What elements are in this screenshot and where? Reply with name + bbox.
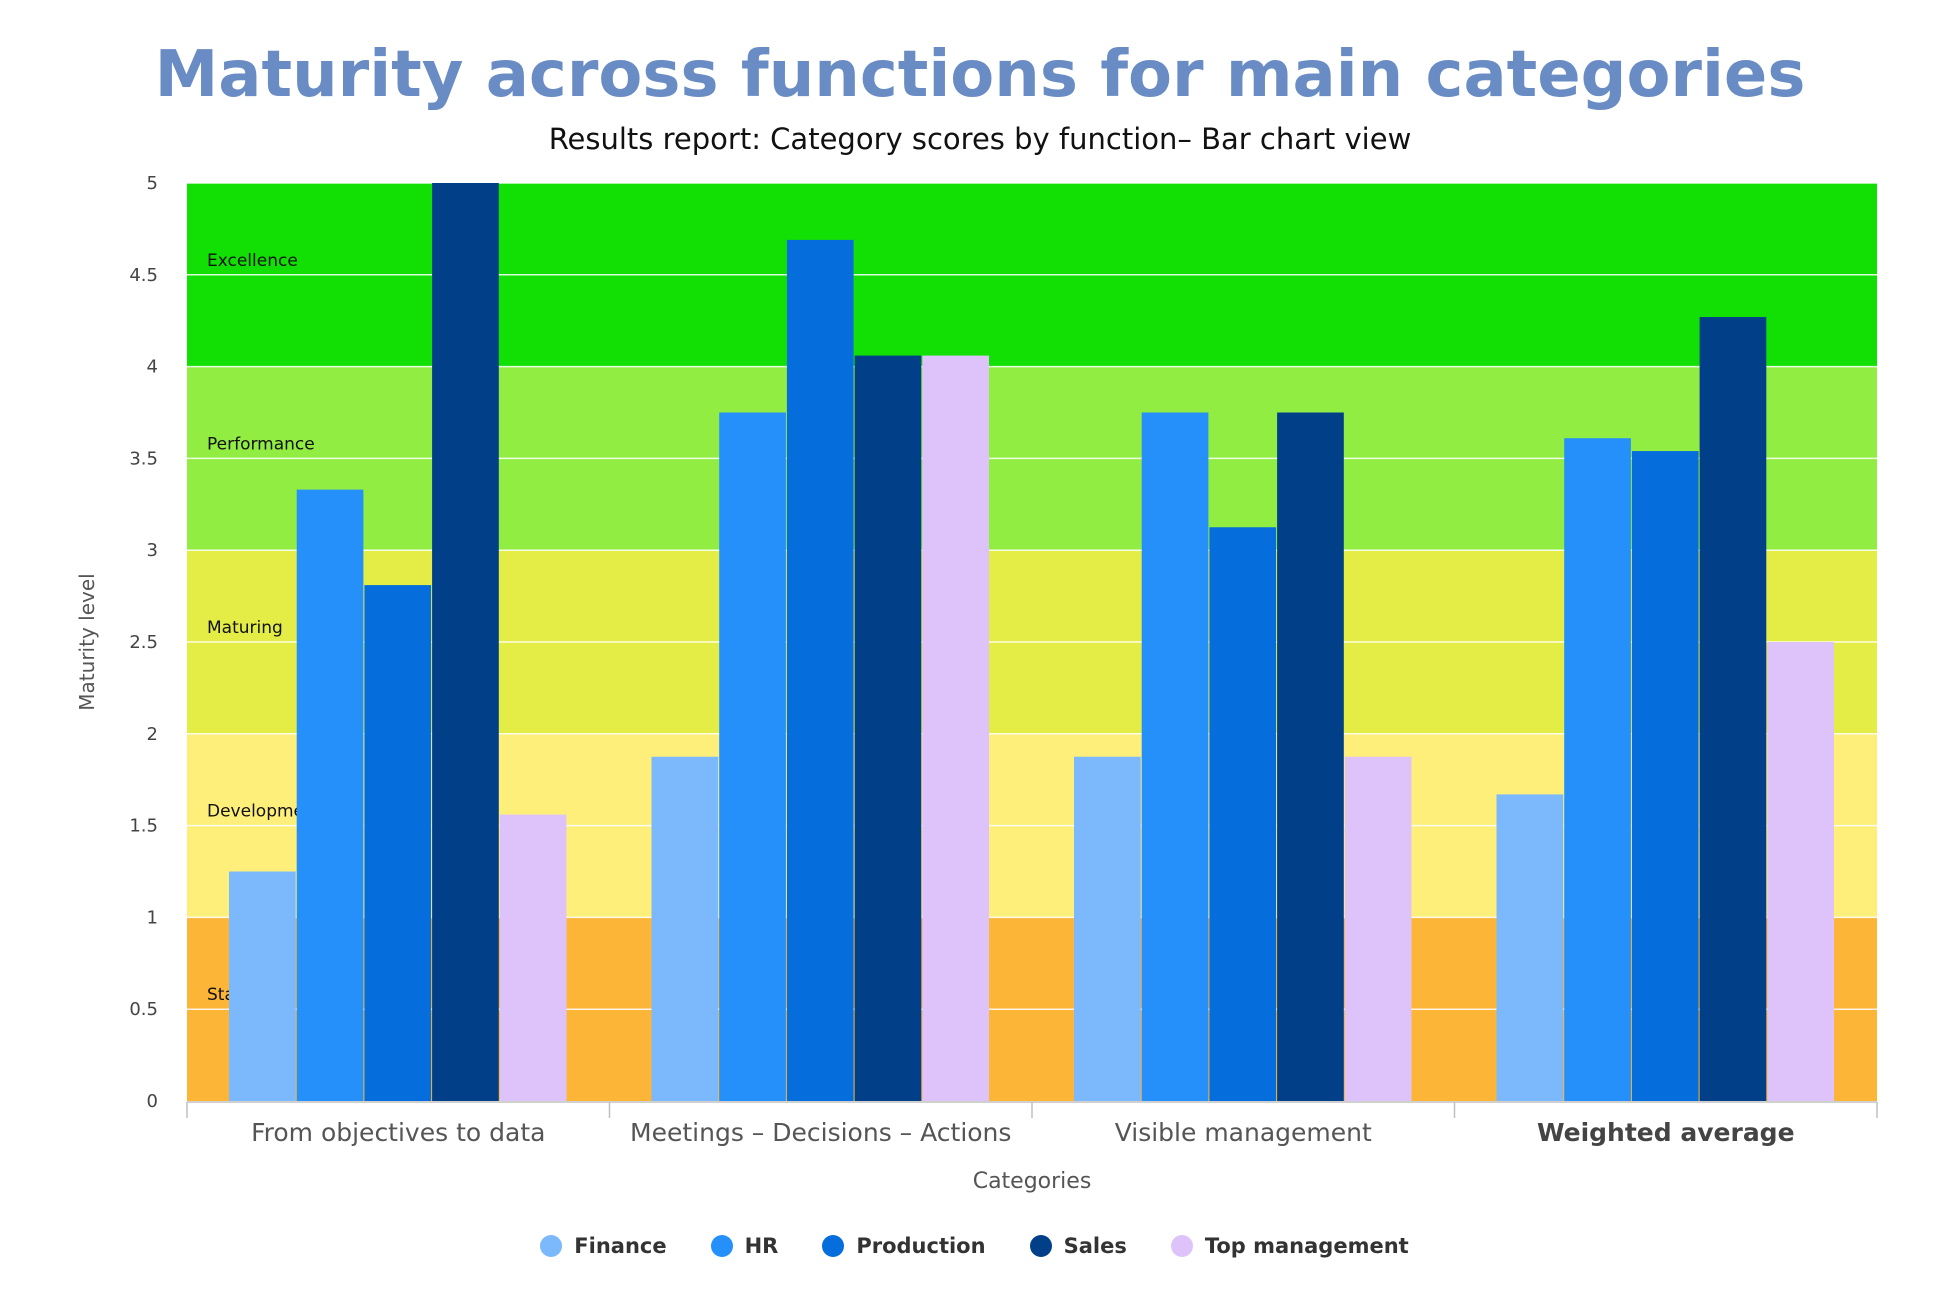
bar-production-0[interactable] bbox=[364, 585, 432, 1101]
legend-label: Production bbox=[856, 1234, 986, 1258]
bar-production-1[interactable] bbox=[786, 239, 854, 1101]
legend-swatch bbox=[710, 1235, 733, 1257]
bar-hr-0[interactable] bbox=[296, 489, 364, 1101]
bar-finance-0[interactable] bbox=[229, 871, 296, 1102]
band-label-maturing: Maturing bbox=[207, 618, 283, 638]
band-label-performance: Performance bbox=[207, 434, 315, 454]
y-tick-label: 0 bbox=[147, 1091, 158, 1112]
bar-sales-2[interactable] bbox=[1277, 412, 1344, 1102]
bar-production-2[interactable] bbox=[1209, 527, 1277, 1101]
bar-hr-3[interactable] bbox=[1564, 438, 1631, 1102]
legend: Finance HR Production Sales Top management bbox=[0, 1234, 1949, 1258]
x-tick-labels: From objectives to data Meetings – Decisi… bbox=[251, 1118, 1794, 1147]
y-tick-labels: 0 0.5 1 1.5 2 2.5 3 3.5 4 4.5 5 bbox=[129, 173, 158, 1112]
legend-swatch bbox=[1170, 1235, 1193, 1257]
bar-finance-1[interactable] bbox=[651, 756, 719, 1101]
x-tick-label: From objectives to data bbox=[251, 1118, 545, 1147]
legend-item-hr[interactable]: HR bbox=[710, 1234, 779, 1258]
axes bbox=[186, 1101, 1878, 1118]
legend-swatch bbox=[822, 1235, 845, 1257]
legend-swatch bbox=[540, 1235, 563, 1257]
y-tick-label: 3 bbox=[147, 540, 158, 561]
y-tick-label: 3.5 bbox=[129, 448, 158, 469]
legend-item-finance[interactable]: Finance bbox=[540, 1234, 667, 1258]
legend-label: HR bbox=[744, 1234, 779, 1258]
x-tick-label: Visible management bbox=[1115, 1118, 1372, 1147]
x-tick-label: Weighted average bbox=[1537, 1118, 1795, 1147]
legend-label: Finance bbox=[574, 1234, 667, 1258]
bar-hr-2[interactable] bbox=[1141, 412, 1209, 1102]
bar-production-3[interactable] bbox=[1631, 451, 1699, 1101]
bar-sales-0[interactable] bbox=[432, 183, 499, 1101]
band-label-excellence: Excellence bbox=[207, 251, 298, 271]
bar-finance-2[interactable] bbox=[1074, 756, 1141, 1101]
y-tick-label: 0.5 bbox=[129, 999, 158, 1020]
bar-top-management-0[interactable] bbox=[499, 814, 567, 1101]
bar-top-management-1[interactable] bbox=[922, 355, 989, 1102]
chart-title: Maturity across functions for main categ… bbox=[154, 38, 1806, 112]
x-axis-label: Categories bbox=[973, 1169, 1092, 1194]
y-tick-label: 4 bbox=[147, 357, 158, 378]
legend-label: Sales bbox=[1063, 1234, 1127, 1258]
legend-label: Top management bbox=[1204, 1234, 1409, 1258]
y-tick-label: 1 bbox=[147, 907, 158, 928]
bars bbox=[229, 183, 1834, 1102]
y-tick-label: 1.5 bbox=[129, 816, 158, 837]
y-tick-label: 2.5 bbox=[129, 632, 158, 653]
bar-hr-1[interactable] bbox=[719, 412, 786, 1102]
legend-item-production[interactable]: Production bbox=[822, 1234, 986, 1258]
band-label-development: Development bbox=[207, 802, 322, 822]
bar-top-management-2[interactable] bbox=[1344, 756, 1412, 1101]
bar-finance-3[interactable] bbox=[1496, 794, 1564, 1101]
y-tick-label: 5 bbox=[147, 173, 158, 194]
bar-sales-1[interactable] bbox=[854, 355, 922, 1102]
bar-sales-3[interactable] bbox=[1699, 317, 1767, 1101]
y-axis-label: Maturity level bbox=[75, 573, 99, 710]
y-tick-label: 4.5 bbox=[129, 265, 158, 286]
x-tick-label: Meetings – Decisions – Actions bbox=[630, 1118, 1011, 1147]
legend-swatch bbox=[1029, 1235, 1052, 1257]
chart-subtitle: Results report: Category scores by funct… bbox=[548, 122, 1412, 156]
legend-item-top-management[interactable]: Top management bbox=[1170, 1234, 1409, 1258]
legend-item-sales[interactable]: Sales bbox=[1029, 1234, 1127, 1258]
bar-top-management-3[interactable] bbox=[1767, 642, 1834, 1101]
y-tick-label: 2 bbox=[147, 724, 158, 745]
